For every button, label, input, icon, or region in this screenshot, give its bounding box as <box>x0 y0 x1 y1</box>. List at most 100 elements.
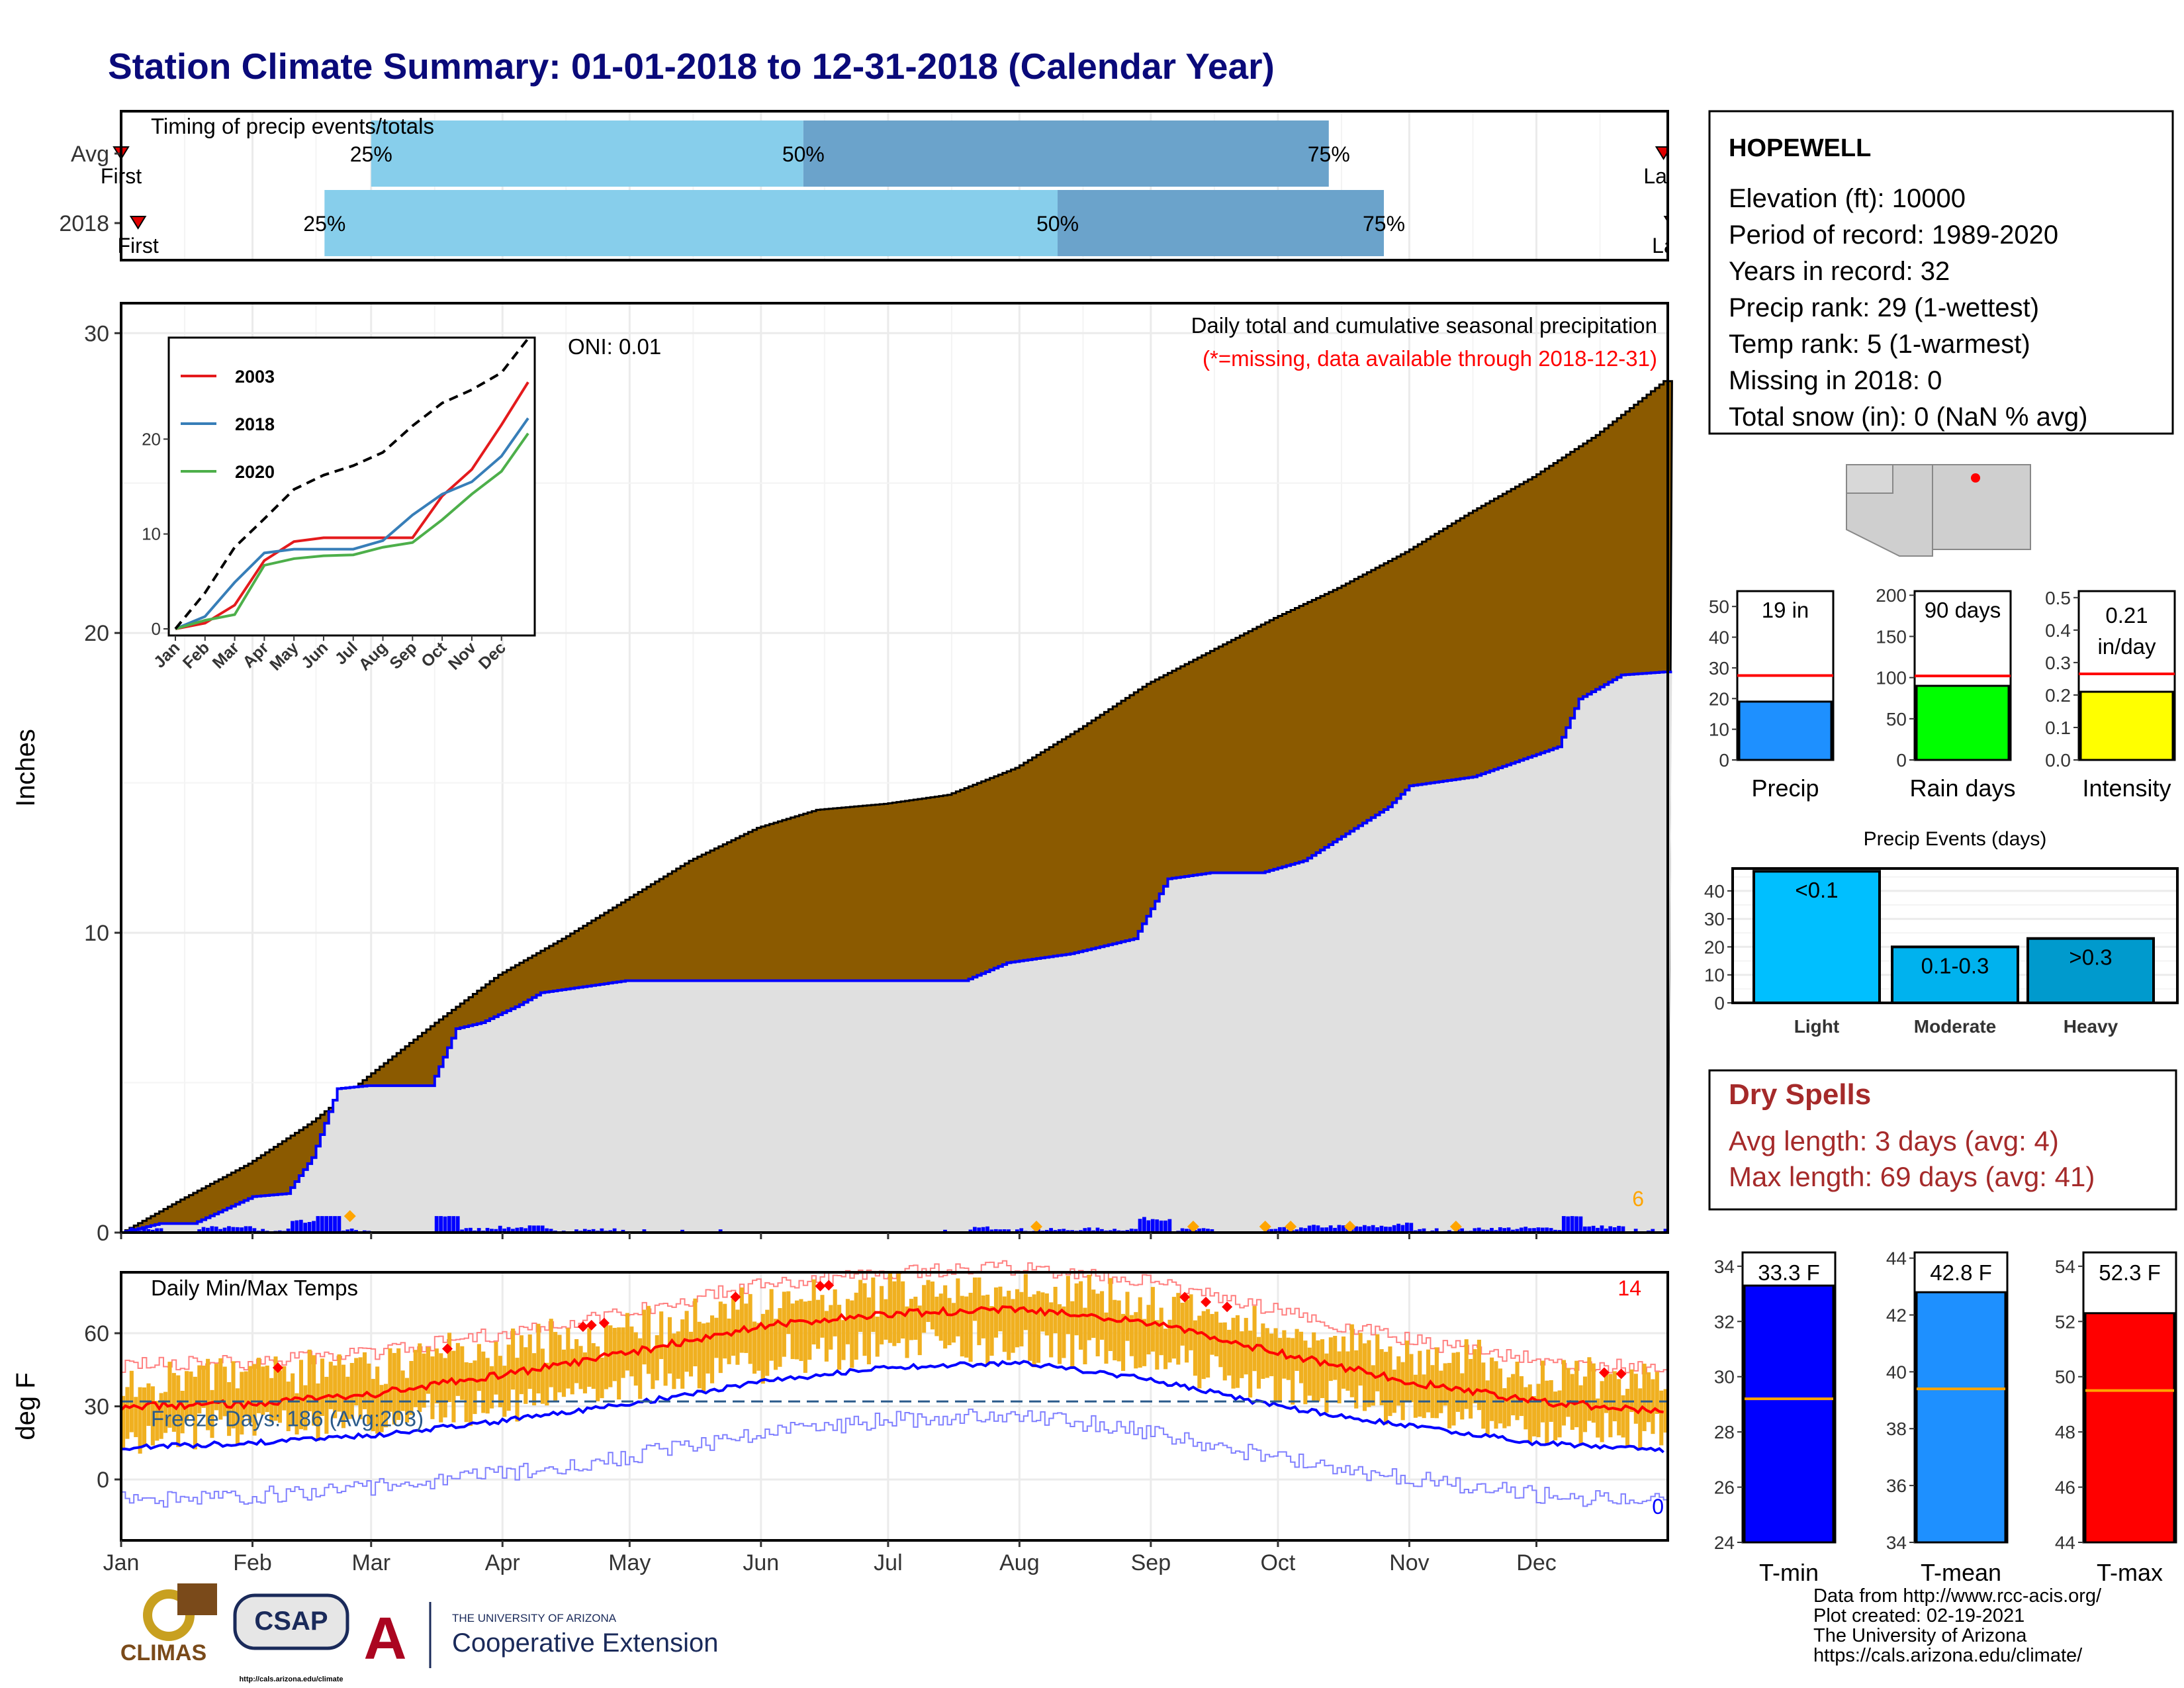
daily-temp-bar <box>566 1328 570 1389</box>
record-high-marker <box>442 1343 453 1354</box>
daily-precip-bar <box>1150 1219 1155 1233</box>
daily-temp-bar <box>545 1362 549 1406</box>
month-tick-label: Apr <box>485 1550 520 1575</box>
summary-bar-label: Intensity <box>2082 774 2171 802</box>
daily-temp-bar <box>811 1279 816 1344</box>
timing-bar-lower <box>371 120 803 187</box>
daily-precip-bar <box>1083 1228 1087 1233</box>
daily-precip-bar <box>1578 1216 1583 1233</box>
summary-bar-tick-label: 50 <box>1886 709 1907 729</box>
record-high-marker <box>272 1362 283 1374</box>
daily-temp-bar <box>1113 1299 1117 1360</box>
daily-precip-bar <box>1185 1229 1189 1233</box>
daily-precip-bar <box>1159 1220 1163 1233</box>
inset-ytick-label: 0 <box>152 619 161 639</box>
station-info-line: Total snow (in): 0 (NaN % avg) <box>1729 402 2087 432</box>
daily-temp-bar <box>1621 1395 1625 1438</box>
dry-spells-avg: Avg length: 3 days (avg: 4) <box>1729 1125 2059 1156</box>
month-tick-label: Jun <box>743 1550 779 1575</box>
dry-spells-max: Max length: 69 days (avg: 41) <box>1729 1161 2095 1192</box>
daily-temp-bar <box>312 1355 316 1426</box>
daily-precip-bar <box>1138 1219 1142 1233</box>
daily-precip-bar <box>1134 1229 1138 1233</box>
daily-temp-bar <box>473 1360 477 1415</box>
daily-temp-bar <box>1248 1331 1253 1398</box>
summary-bar-tick-label: 0.2 <box>2045 685 2071 706</box>
daily-temp-bar <box>972 1277 978 1321</box>
daily-precip-bar <box>502 1228 507 1233</box>
daily-precip-bar <box>324 1216 329 1233</box>
daily-temp-bar <box>1214 1311 1218 1356</box>
daily-temp-bar <box>1227 1329 1232 1376</box>
inset-series-line <box>175 432 529 630</box>
daily-temp-bar <box>1506 1377 1511 1427</box>
daily-temp-bar <box>150 1386 155 1446</box>
daily-temp-bar <box>125 1387 130 1439</box>
daily-precip-bar <box>1477 1227 1481 1233</box>
daily-temp-bar <box>418 1343 422 1412</box>
daily-precip-bar <box>1210 1229 1214 1233</box>
daily-precip-bar <box>1354 1226 1358 1233</box>
first-event-marker <box>129 216 147 230</box>
daily-temp-bar <box>485 1358 490 1414</box>
daily-temp-bar <box>1240 1331 1244 1378</box>
daily-precip-bar <box>1307 1225 1312 1233</box>
daily-temp-bar <box>947 1297 952 1346</box>
daily-precip-bar <box>972 1227 977 1233</box>
daily-temp-bar <box>1642 1364 1647 1431</box>
daily-precip-bar <box>295 1220 299 1233</box>
daily-precip-bar <box>1036 1229 1040 1233</box>
missing-data-marker <box>343 1210 356 1223</box>
daily-temp-bar <box>989 1306 994 1356</box>
daily-temp-bar <box>1659 1390 1664 1446</box>
daily-temp-bar <box>1023 1274 1028 1331</box>
daily-precip-bar <box>1506 1227 1511 1233</box>
daily-temp-bar <box>1612 1371 1617 1422</box>
daily-temp-bar <box>490 1366 494 1409</box>
daily-temp-bar <box>1638 1388 1643 1450</box>
daily-temp-bar <box>1058 1304 1062 1364</box>
daily-temp-bar <box>688 1331 694 1377</box>
daily-temp-bar <box>905 1306 909 1358</box>
daily-precip-bar <box>1363 1225 1367 1233</box>
daily-temp-bar <box>1138 1297 1142 1368</box>
daily-temp-bar <box>214 1364 218 1411</box>
daily-temp-bar <box>1028 1297 1032 1361</box>
month-tick-label: Dec <box>1516 1550 1556 1575</box>
daily-precip-bar <box>252 1228 257 1233</box>
daily-temp-bar <box>748 1293 752 1364</box>
daily-precip-bar <box>1167 1219 1172 1233</box>
daily-precip-bar <box>545 1228 549 1233</box>
daily-precip-bar <box>1320 1227 1324 1233</box>
daily-precip-bar <box>1371 1225 1375 1233</box>
daily-precip-bar <box>244 1226 248 1233</box>
missing-data-marker <box>1449 1220 1462 1233</box>
daily-precip-bar <box>1481 1229 1486 1233</box>
daily-temp-bar <box>477 1344 481 1391</box>
daily-precip-bar <box>1142 1217 1146 1233</box>
daily-precip-bar <box>218 1229 223 1233</box>
daily-temp-bar <box>502 1366 507 1417</box>
daily-temp-bar <box>697 1321 702 1389</box>
precip-ytick-label: 0 <box>97 1221 109 1246</box>
record-high-marker <box>1222 1301 1233 1313</box>
daily-precip-bar <box>1277 1227 1282 1233</box>
timing-bar-upper <box>1058 190 1385 256</box>
daily-temp-bar <box>1460 1373 1465 1420</box>
month-tick-label: Mar <box>351 1550 390 1575</box>
daily-precip-bar <box>1490 1227 1494 1233</box>
timing-row-label: Avg <box>71 142 109 167</box>
daily-temp-bar <box>1566 1368 1570 1417</box>
daily-temp-bar <box>341 1364 346 1429</box>
daily-temp-bar <box>582 1352 587 1393</box>
daily-temp-bar <box>261 1366 265 1415</box>
events-bar-value-label: 0.1-0.3 <box>1921 953 1989 978</box>
daily-precip-bar <box>146 1229 151 1233</box>
station-name: HOPEWELL <box>1729 134 1871 162</box>
daily-temp-bar <box>960 1295 964 1357</box>
daily-temp-bar <box>231 1361 236 1429</box>
daily-precip-bar <box>298 1219 303 1233</box>
missing-count: 6 <box>1632 1187 1644 1211</box>
